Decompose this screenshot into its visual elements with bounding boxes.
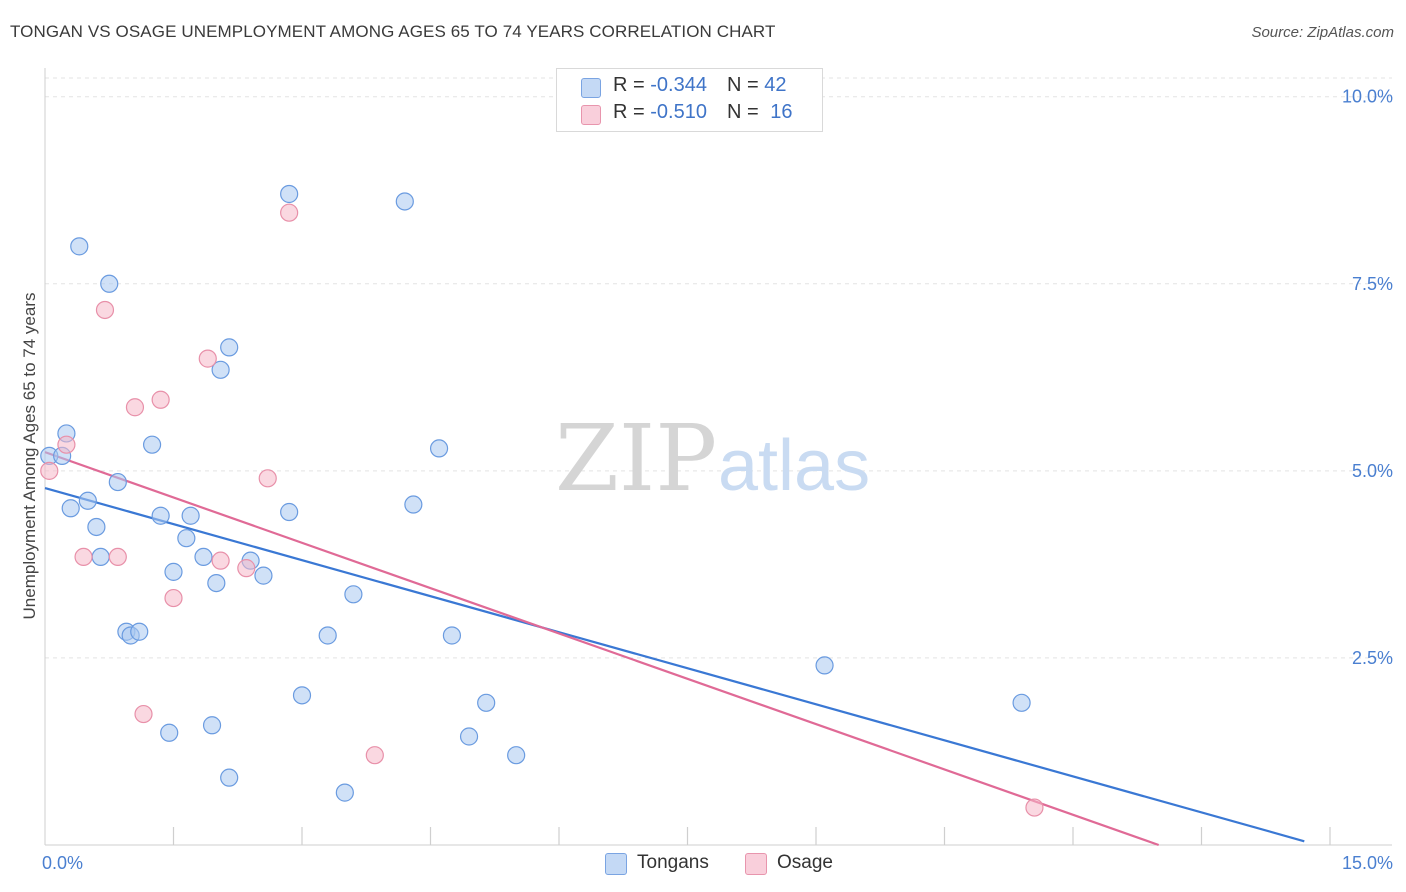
point-tongans: [459, 727, 479, 746]
point-tongans: [254, 566, 273, 585]
point-tongans: [292, 686, 312, 705]
x-tick-label: 15.0%: [1342, 853, 1393, 873]
watermark-zip: ZIP: [555, 405, 717, 512]
point-tongans: [280, 502, 299, 522]
point-tongans: [91, 547, 110, 567]
point-tongans: [220, 338, 239, 357]
legend-n-label: N =: [726, 101, 765, 123]
point-osage: [1025, 798, 1044, 817]
point-tongans: [194, 547, 213, 567]
point-osage: [40, 461, 59, 480]
data-points: [40, 184, 1044, 817]
point-osage: [280, 203, 299, 222]
series-label-tongans: Tongans: [637, 852, 709, 873]
y-tick-label: 7.5%: [1352, 274, 1393, 294]
legend-n-value: 16: [770, 101, 793, 123]
series-label-osage: Osage: [777, 852, 833, 873]
point-tongans: [395, 192, 414, 211]
point-osage: [134, 704, 153, 724]
watermark-atlas: atlas: [718, 426, 870, 506]
chart-title: TONGAN VS OSAGE UNEMPLOYMENT AMONG AGES …: [10, 22, 776, 41]
point-tongans: [442, 626, 462, 645]
point-tongans: [61, 499, 80, 518]
y-tick-label: 2.5%: [1352, 648, 1393, 668]
x-tick-label: 0.0%: [42, 853, 83, 873]
point-tongans: [181, 506, 200, 525]
series-swatch-osage: [745, 853, 767, 875]
point-osage: [108, 547, 127, 567]
point-osage: [365, 746, 384, 765]
point-tongans: [280, 184, 299, 204]
point-tongans: [335, 783, 354, 802]
legend-n-label: N =: [726, 74, 765, 96]
point-osage: [151, 390, 170, 409]
point-tongans: [78, 491, 97, 510]
point-tongans: [142, 435, 162, 454]
point-tongans: [1012, 693, 1031, 712]
point-tongans: [108, 472, 127, 492]
point-osage: [74, 547, 93, 567]
point-tongans: [130, 622, 149, 641]
trend-line-osage: [44, 451, 1160, 847]
point-osage: [125, 398, 145, 417]
point-tongans: [151, 506, 170, 525]
legend-r-label: R =: [613, 74, 651, 96]
legend-n-value: 42: [764, 74, 787, 96]
tick-labels: 2.5% 5.0% 7.5% 10.0% 0.0% 15.0%: [42, 87, 1393, 873]
point-tongans: [202, 716, 222, 735]
series-swatch-tongans: [605, 853, 627, 875]
point-tongans: [160, 723, 179, 742]
point-tongans: [87, 517, 106, 537]
point-tongans: [177, 529, 196, 548]
point-osage: [164, 588, 183, 608]
point-tongans: [207, 573, 226, 593]
trend-lines: [44, 451, 1305, 847]
trend-line-tongans: [44, 487, 1305, 843]
legend-r-label: R =: [613, 101, 651, 123]
point-tongans: [211, 360, 230, 379]
point-tongans: [100, 274, 119, 293]
point-tongans: [815, 656, 834, 675]
legend-r-value: -0.344: [650, 74, 707, 96]
legend-swatch-tongans: [581, 78, 601, 98]
legend-r-value: -0.510: [650, 101, 707, 123]
point-tongans: [344, 585, 363, 604]
point-tongans: [164, 562, 183, 581]
legend-swatch-osage: [581, 105, 601, 125]
y-tick-label: 10.0%: [1342, 87, 1393, 107]
point-osage: [198, 349, 217, 368]
point-tongans: [404, 495, 423, 514]
point-osage: [237, 559, 256, 578]
point-tongans: [507, 746, 526, 765]
point-tongans: [477, 693, 496, 712]
point-osage: [95, 300, 115, 320]
point-tongans: [429, 439, 449, 458]
source-credit: Source: ZipAtlas.com: [1251, 24, 1394, 41]
point-tongans: [70, 237, 89, 256]
point-osage: [258, 469, 277, 488]
watermark: ZIP atlas: [555, 405, 870, 512]
point-osage: [57, 435, 76, 454]
point-tongans: [220, 768, 239, 787]
y-tick-label: 5.0%: [1352, 461, 1393, 481]
point-tongans: [318, 626, 337, 645]
point-osage: [211, 551, 230, 570]
correlation-legend: R = -0.344 N = 42 R = -0.510 N = 16: [556, 68, 823, 132]
